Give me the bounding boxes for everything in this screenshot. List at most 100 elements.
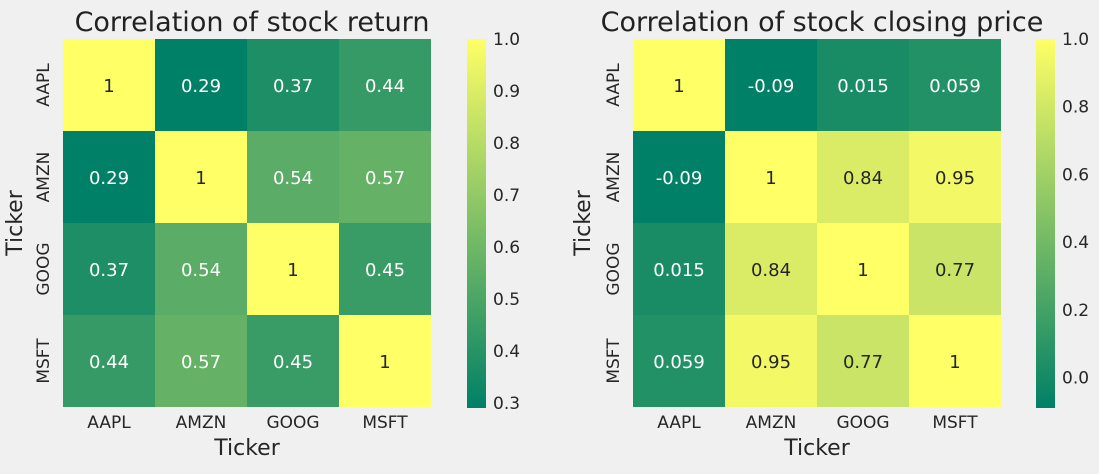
heatmap-cell-aapl-msft <box>909 39 1001 131</box>
colorbar-tick-label: 0.6 <box>493 238 520 258</box>
y-tick-label: AAPL <box>604 63 624 107</box>
colorbar-tick-label: 1.0 <box>1062 30 1089 50</box>
colorbar-tick-label: 0.9 <box>493 82 520 102</box>
y-tick-label: MSFT <box>34 338 54 384</box>
x-tick-label: GOOG <box>266 413 319 433</box>
cell-value-label: 1 <box>379 352 390 373</box>
cell-value-label: 0.54 <box>273 168 313 189</box>
heatmap-cell-msft-aapl <box>63 315 155 407</box>
heatmap-cell-aapl-goog <box>247 39 339 131</box>
colorbar <box>1036 39 1055 408</box>
heatmap-cell-amzn-amzn <box>725 131 817 223</box>
colorbar-tick-label: 0.4 <box>493 342 520 362</box>
heatmap-cell-aapl-aapl <box>63 39 155 131</box>
heatmap-cell-aapl-goog <box>817 39 909 131</box>
y-axis-label: Ticker <box>3 189 28 256</box>
y-axis-label: Ticker <box>571 189 596 256</box>
heatmap-cell-msft-amzn <box>155 315 247 407</box>
heatmap-cell-goog-aapl <box>633 223 725 315</box>
cell-value-label: -0.09 <box>656 168 703 189</box>
heatmap-cell-goog-msft <box>909 223 1001 315</box>
heatmap-cell-amzn-goog <box>247 131 339 223</box>
cell-value-label: 1 <box>287 260 298 281</box>
colorbar-tick-label: 0.3 <box>493 394 520 414</box>
y-tick-label: MSFT <box>604 338 624 384</box>
cell-value-label: 1 <box>949 352 960 373</box>
colorbar-tick-label: 0.0 <box>1062 369 1089 389</box>
colorbar-tick-label: 0.6 <box>1062 165 1089 185</box>
chart-title: Correlation of stock closing price <box>601 7 1044 38</box>
heatmap-cell-goog-amzn <box>155 223 247 315</box>
heatmap-cell-amzn-aapl <box>63 131 155 223</box>
cell-value-label: 0.37 <box>273 76 313 97</box>
cell-value-label: 0.57 <box>365 168 405 189</box>
colorbar-tick-label: 0.8 <box>1062 98 1089 118</box>
heatmap-cell-msft-msft <box>339 315 431 407</box>
y-tick-label: AMZN <box>604 152 624 203</box>
heatmap-cell-msft-goog <box>817 315 909 407</box>
cell-value-label: 1 <box>103 76 114 97</box>
heatmap-cell-aapl-aapl <box>633 39 725 131</box>
chart-title: Correlation of stock return <box>75 7 430 38</box>
heatmap-cell-goog-msft <box>339 223 431 315</box>
heatmap-cell-goog-aapl <box>63 223 155 315</box>
cell-value-label: 1 <box>857 260 868 281</box>
colorbar-tick-label: 1.0 <box>493 30 520 50</box>
heatmap-cell-goog-amzn <box>725 223 817 315</box>
cell-value-label: 0.44 <box>89 352 129 373</box>
cell-value-label: 0.015 <box>837 76 889 97</box>
x-axis-label: Ticker <box>213 436 280 461</box>
heatmap-closing-price: Correlation of stock closing price 1 -0.09… <box>571 7 1089 461</box>
cell-value-label: 0.37 <box>89 260 129 281</box>
x-tick-label: AMZN <box>746 413 797 433</box>
heatmap-cell-amzn-msft <box>339 131 431 223</box>
cell-value-label: 1 <box>195 168 206 189</box>
x-axis-label: Ticker <box>783 436 850 461</box>
x-tick-label: AAPL <box>657 413 701 433</box>
heatmap-cell-goog-goog <box>247 223 339 315</box>
heatmap-return: Correlation of stock return 1 0.29 0.37 0.44… <box>3 7 520 461</box>
heatmap-cell-aapl-amzn <box>155 39 247 131</box>
colorbar-tick-label: 0.4 <box>1062 233 1089 253</box>
cell-value-label: 0.059 <box>653 352 705 373</box>
cell-value-label: 0.95 <box>935 168 975 189</box>
colorbar-tick-label: 0.5 <box>493 290 520 310</box>
cell-value-label: 0.57 <box>181 352 221 373</box>
colorbar-tick-label: 0.2 <box>1062 301 1089 321</box>
y-tick-label: AAPL <box>34 63 54 107</box>
cell-value-label: 0.95 <box>751 352 791 373</box>
y-tick-label: GOOG <box>34 242 54 295</box>
cell-value-label: 0.059 <box>929 76 981 97</box>
cell-value-label: 0.45 <box>365 260 405 281</box>
colorbar <box>467 39 486 408</box>
cell-value-label: 0.54 <box>181 260 221 281</box>
y-tick-label: GOOG <box>604 242 624 295</box>
heatmap-cell-amzn-msft <box>909 131 1001 223</box>
cell-value-label: 0.29 <box>89 168 129 189</box>
x-tick-label: MSFT <box>362 413 408 433</box>
heatmap-cell-aapl-msft <box>339 39 431 131</box>
cell-value-label: -0.09 <box>748 76 795 97</box>
heatmap-cell-msft-aapl <box>633 315 725 407</box>
cell-value-label: 0.44 <box>365 76 405 97</box>
cell-value-label: 0.77 <box>843 352 883 373</box>
heatmap-cell-aapl-amzn <box>725 39 817 131</box>
y-tick-label: AMZN <box>34 152 54 203</box>
x-tick-label: AMZN <box>176 413 227 433</box>
cell-value-label: 1 <box>765 168 776 189</box>
x-tick-label: GOOG <box>836 413 889 433</box>
x-tick-label: AAPL <box>87 413 131 433</box>
heatmap-cell-amzn-aapl <box>633 131 725 223</box>
cell-value-label: 0.45 <box>273 352 313 373</box>
cell-value-label: 0.77 <box>935 260 975 281</box>
cell-value-label: 1 <box>673 76 684 97</box>
cell-value-label: 0.015 <box>653 260 705 281</box>
cell-value-label: 0.29 <box>181 76 221 97</box>
heatmap-cell-amzn-amzn <box>155 131 247 223</box>
colorbar-tick-label: 0.7 <box>493 186 520 206</box>
heatmap-cell-amzn-goog <box>817 131 909 223</box>
heatmap-cell-goog-goog <box>817 223 909 315</box>
cell-value-label: 0.84 <box>843 168 883 189</box>
